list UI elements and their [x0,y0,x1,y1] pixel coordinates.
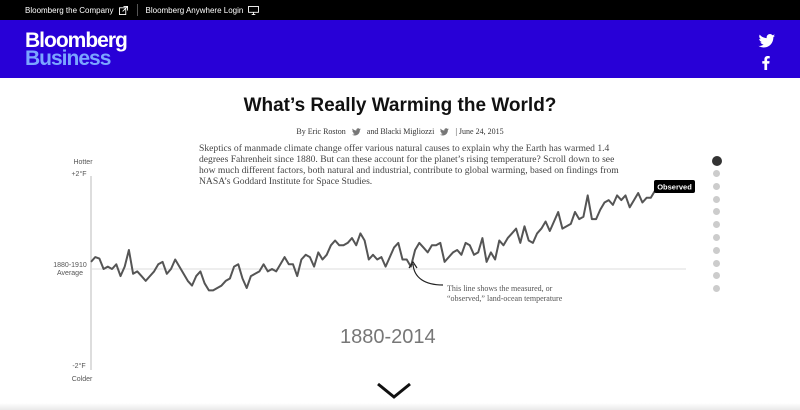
social-links [758,34,776,78]
year-range-label: 1880-2014 [340,326,436,348]
twitter-icon[interactable] [758,34,776,53]
section-nav-dots [711,156,722,298]
byline-date: | June 24, 2015 [455,127,504,136]
observed-series [90,190,656,292]
nav-dot[interactable] [713,221,720,229]
nav-dot[interactable] [713,170,720,177]
byline-author2[interactable]: and Blacki Migliozzi [366,127,435,136]
annotation-line1: This line shows the measured, or [447,284,553,293]
annotation-arrow [412,263,444,286]
byline-author1[interactable]: By Eric Roston [296,127,346,136]
brand-header: Bloomberg Business [0,20,800,78]
company-link-label: Bloomberg the Company [25,5,114,15]
next-section-edge [0,403,800,410]
y-mid-tick-line2: Average [57,270,83,277]
y-mid-tick-line1: 1880-1910 [53,262,87,269]
twitter-icon[interactable] [351,128,361,136]
observed-label: Observed [654,180,695,193]
y-bottom-label: Colder [72,376,93,383]
bloomberg-anywhere-login-link[interactable]: Bloomberg Anywhere Login [136,4,269,16]
top-bar: Bloomberg the Company Bloomberg Anywhere… [0,0,800,20]
bloomberg-business-logo[interactable]: Bloomberg Business [25,29,128,70]
nav-dot[interactable] [713,285,720,293]
bloomberg-company-link[interactable]: Bloomberg the Company [0,0,137,20]
terminal-icon [248,5,260,15]
nav-dot[interactable] [713,246,720,254]
twitter-icon[interactable] [440,128,450,136]
nav-dot[interactable] [713,272,720,280]
scroll-down-chevron-icon[interactable] [376,382,412,405]
intro-paragraph: Skeptics of manmade climate change offer… [199,143,619,187]
observed-line [90,190,656,292]
nav-dot[interactable] [713,208,720,216]
login-link-label: Bloomberg Anywhere Login [145,5,244,15]
nav-dot[interactable] [713,195,720,203]
annotation-arrowhead [408,260,418,269]
logo-line1: Bloomberg [25,29,128,52]
nav-dot[interactable] [713,233,720,241]
y-top-tick: +2°F [71,170,86,178]
nav-dot[interactable] [711,156,722,166]
y-top-label: Hotter [73,159,93,166]
external-link-icon [118,5,128,15]
annotation-line2: “observed,” land-ocean temperature [447,294,563,303]
annotation: This line shows the measured, or “observ… [408,260,563,303]
article-headline: What’s Really Warming the World? [243,95,557,116]
y-bottom-tick: -2°F [72,362,85,370]
observed-label-text: Observed [657,183,692,192]
byline: By Eric Roston and Blacki Migliozzi | Ju… [0,127,800,136]
nav-dot[interactable] [713,182,720,190]
nav-dot[interactable] [713,259,720,267]
facebook-icon[interactable] [758,56,776,75]
logo-line2: Business [25,47,111,70]
